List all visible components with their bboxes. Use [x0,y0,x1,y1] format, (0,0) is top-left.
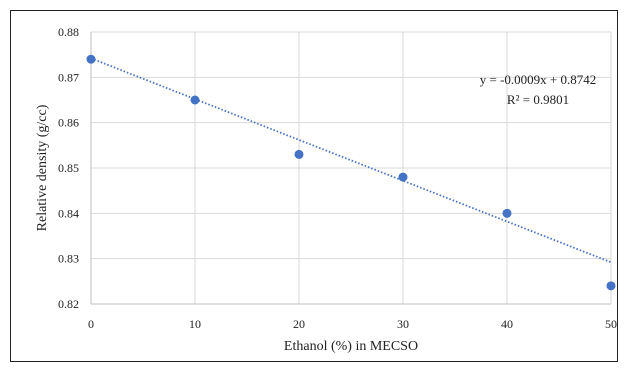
data-points [86,54,616,291]
x-tick-label: 10 [189,317,201,331]
trendline-equation: y = -0.0009x + 0.8742 [480,72,597,87]
data-point [190,95,200,105]
x-tick-label: 40 [501,317,513,331]
x-tick-label: 20 [293,317,305,331]
y-tick-label: 0.84 [58,206,79,220]
trendline [90,57,612,264]
chart-frame [10,10,618,362]
data-point [86,54,96,64]
gridlines [91,31,612,304]
data-point [398,172,408,182]
trendline-layer [90,57,612,264]
x-tick-label: 30 [397,317,409,331]
y-tick-label: 0.85 [58,161,79,175]
y-tick-label: 0.86 [58,116,79,130]
tick-labels: 0.82 0.83 0.84 0.85 0.86 0.87 0.88 0 10 20 30 40 50 [58,25,617,331]
data-point [606,281,616,291]
r-squared-label: R² = 0.9801 [507,92,569,107]
axes [90,32,611,305]
x-tick-label: 0 [88,317,94,331]
x-axis-label: Ethanol (%) in MECSO [284,339,418,354]
y-axis-label: Relative density (g/cc) [35,104,50,231]
y-tick-label: 0.82 [58,297,79,311]
y-tick-label: 0.88 [58,25,79,39]
x-tick-label: 50 [605,317,617,331]
data-point [502,208,512,218]
data-point [294,149,304,159]
y-tick-label: 0.87 [58,70,79,84]
y-tick-label: 0.83 [58,252,79,266]
